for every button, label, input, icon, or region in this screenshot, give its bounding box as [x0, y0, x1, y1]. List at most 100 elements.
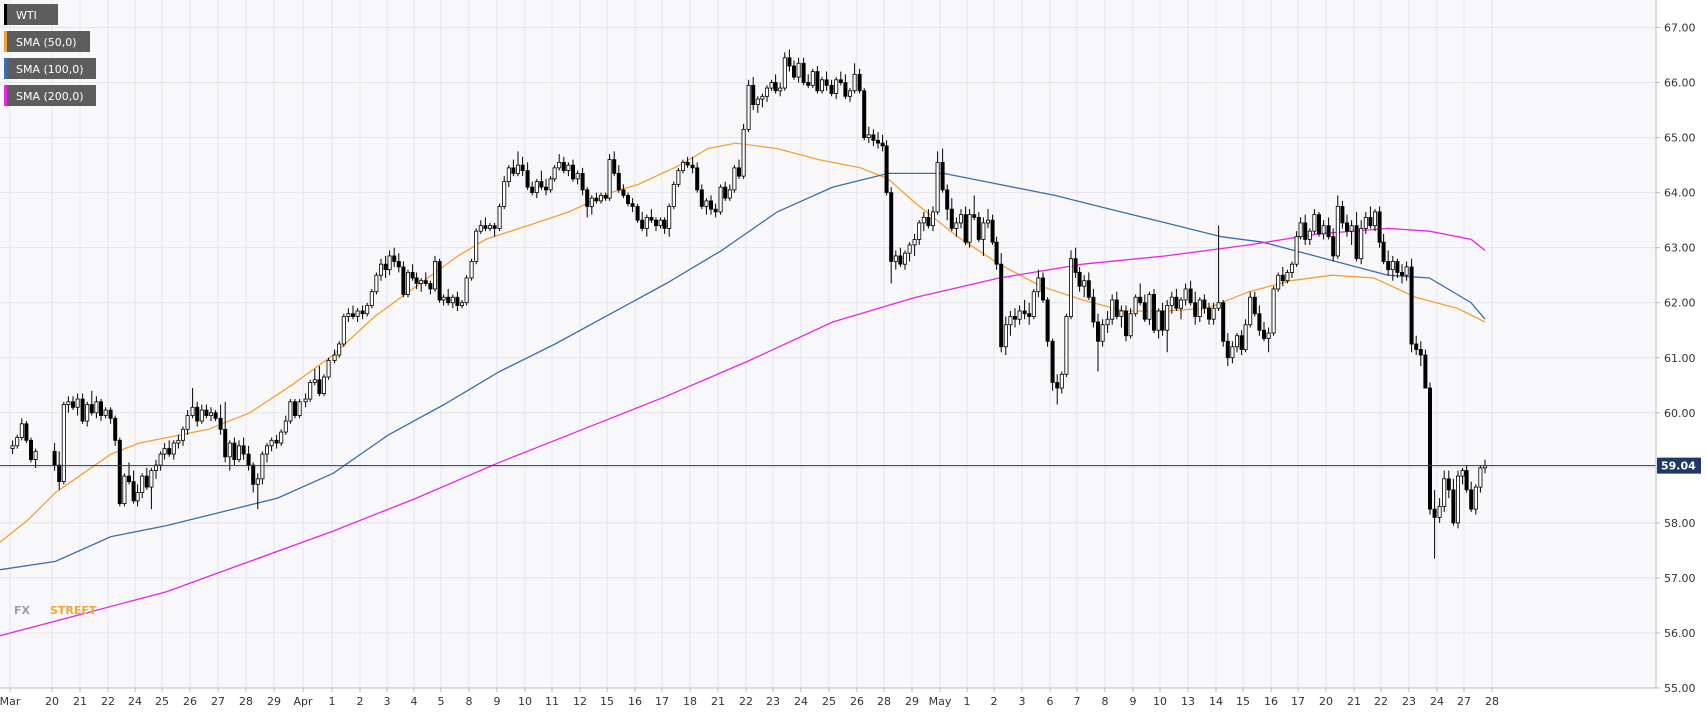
candle-down [713, 208, 718, 213]
candle-up [959, 214, 964, 224]
candle-up [1298, 222, 1303, 238]
candle-down [539, 181, 544, 188]
candle-up [820, 79, 825, 92]
candle-down [525, 170, 530, 188]
candle-up [419, 280, 424, 284]
candle-up [85, 404, 90, 422]
candle-down [1124, 310, 1129, 337]
candle-down [117, 439, 122, 505]
candle-down [1331, 236, 1336, 257]
candle-up [1147, 294, 1152, 320]
x-tick-label: 15 [1236, 695, 1250, 708]
legend-label: WTI [16, 9, 37, 22]
candle-down [520, 164, 525, 172]
candle-down [410, 272, 415, 279]
legend-item: WTI [4, 4, 58, 25]
candle-down [71, 401, 76, 408]
candle-down [649, 217, 654, 221]
candle-down [857, 73, 862, 92]
x-tick-label: 10 [1153, 695, 1167, 708]
legend-item: SMA (200,0) [4, 85, 96, 106]
x-tick-label: 22 [1374, 695, 1388, 708]
candle-up [810, 71, 815, 86]
candle-up [1276, 274, 1281, 290]
candle-up [332, 354, 337, 361]
candle-up [644, 217, 649, 229]
candle-up [769, 82, 774, 89]
candle-down [1174, 296, 1179, 309]
candle-down [530, 186, 535, 194]
candle-down [360, 310, 365, 315]
candle-up [1312, 214, 1317, 232]
candle-up [464, 277, 469, 304]
candle-down [195, 406, 200, 422]
candle-up [931, 211, 936, 227]
candle-up [153, 464, 158, 471]
legend-swatch [4, 58, 7, 79]
candle-down [723, 186, 728, 199]
x-tick-label: 24 [794, 695, 808, 708]
x-tick-label: 4 [411, 695, 418, 708]
candle-up [432, 261, 437, 290]
candle-down [167, 448, 172, 455]
candle-down [949, 208, 954, 229]
y-tick-label: 62.00 [1664, 297, 1696, 310]
x-tick-label: 24 [128, 695, 142, 708]
candle-down [640, 219, 645, 229]
candle-up [1069, 258, 1074, 317]
x-tick-label: 7 [1074, 695, 1081, 708]
candle-down [1096, 321, 1101, 342]
candle-up [986, 219, 991, 224]
x-tick-label: 23 [766, 695, 780, 708]
candle-up [227, 442, 232, 458]
candle-up [954, 222, 959, 229]
candle-up [1110, 299, 1115, 320]
candle-down [1340, 205, 1345, 224]
candle-up [1349, 225, 1354, 232]
candle-up [264, 445, 269, 455]
candle-up [171, 442, 176, 455]
candle-up [607, 159, 612, 199]
candle-up [1266, 332, 1271, 339]
candle-down [446, 296, 451, 304]
fxstreet-logo: FX STREET [14, 604, 97, 617]
x-tick-label: 2 [991, 695, 998, 708]
candle-down [1432, 508, 1437, 518]
candle-up [1390, 261, 1395, 271]
y-tick-label: 55.00 [1664, 682, 1696, 695]
candle-down [876, 139, 881, 144]
candle-up [1156, 310, 1161, 331]
candle-up [1064, 316, 1069, 375]
candle-up [667, 205, 672, 229]
candle-up [341, 316, 346, 345]
candle-up [180, 428, 185, 441]
candle-down [428, 283, 433, 290]
candle-up [852, 73, 857, 92]
x-tick-label: 26 [183, 695, 197, 708]
candle-up [1294, 236, 1299, 265]
x-tick-label: 18 [683, 695, 697, 708]
candle-up [459, 302, 464, 306]
y-tick-label: 60.00 [1664, 407, 1696, 420]
candle-up [190, 406, 195, 416]
candle-up [718, 186, 723, 213]
candle-down [1050, 340, 1055, 383]
candle-up [1179, 299, 1184, 309]
candle-down [880, 142, 885, 147]
candle-down [994, 241, 999, 265]
candle-up [303, 398, 308, 403]
candle-up [450, 296, 455, 304]
candle-down [1022, 310, 1027, 315]
candle-up [732, 167, 737, 191]
candle-down [612, 159, 617, 174]
candle-up [1119, 310, 1124, 317]
last-price-tag-bg [1657, 457, 1701, 474]
candle-down [204, 409, 209, 416]
candle-down [1451, 489, 1456, 524]
candle-down [580, 172, 585, 191]
candle-down [1395, 261, 1400, 273]
legend-label: SMA (50,0) [16, 36, 77, 49]
candle-up [355, 310, 360, 317]
candle-down [1409, 266, 1414, 345]
